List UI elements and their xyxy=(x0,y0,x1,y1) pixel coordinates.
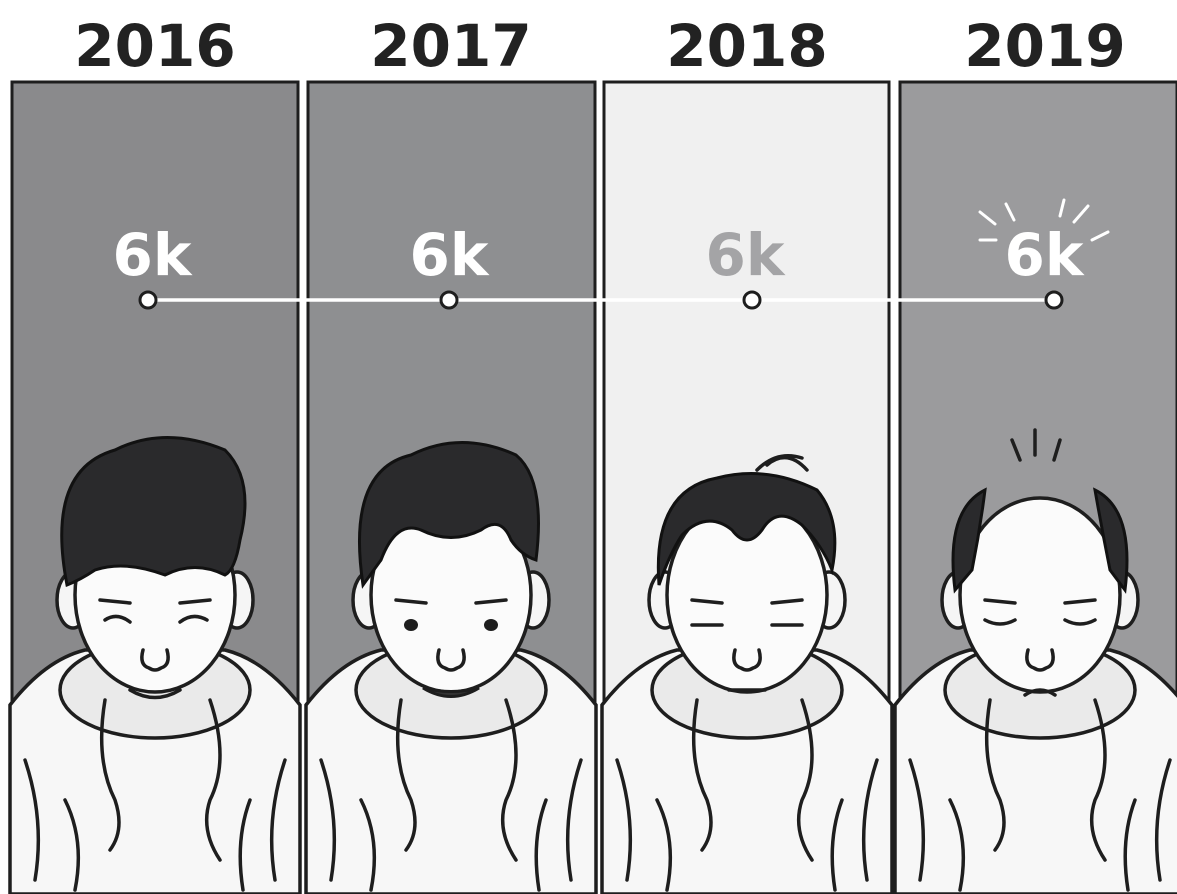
year-label: 2018 xyxy=(666,12,827,80)
year-label: 2019 xyxy=(964,12,1125,80)
year-label: 2017 xyxy=(370,12,531,80)
salary-label: 6k xyxy=(113,221,193,289)
comic: 2016 2017 2018 2019 6k 6k 6k 6k xyxy=(0,0,1177,894)
salary-label: 6k xyxy=(1005,221,1085,289)
salary-label: 6k xyxy=(706,221,786,289)
year-label: 2016 xyxy=(74,12,235,80)
salary-label: 6k xyxy=(410,221,490,289)
